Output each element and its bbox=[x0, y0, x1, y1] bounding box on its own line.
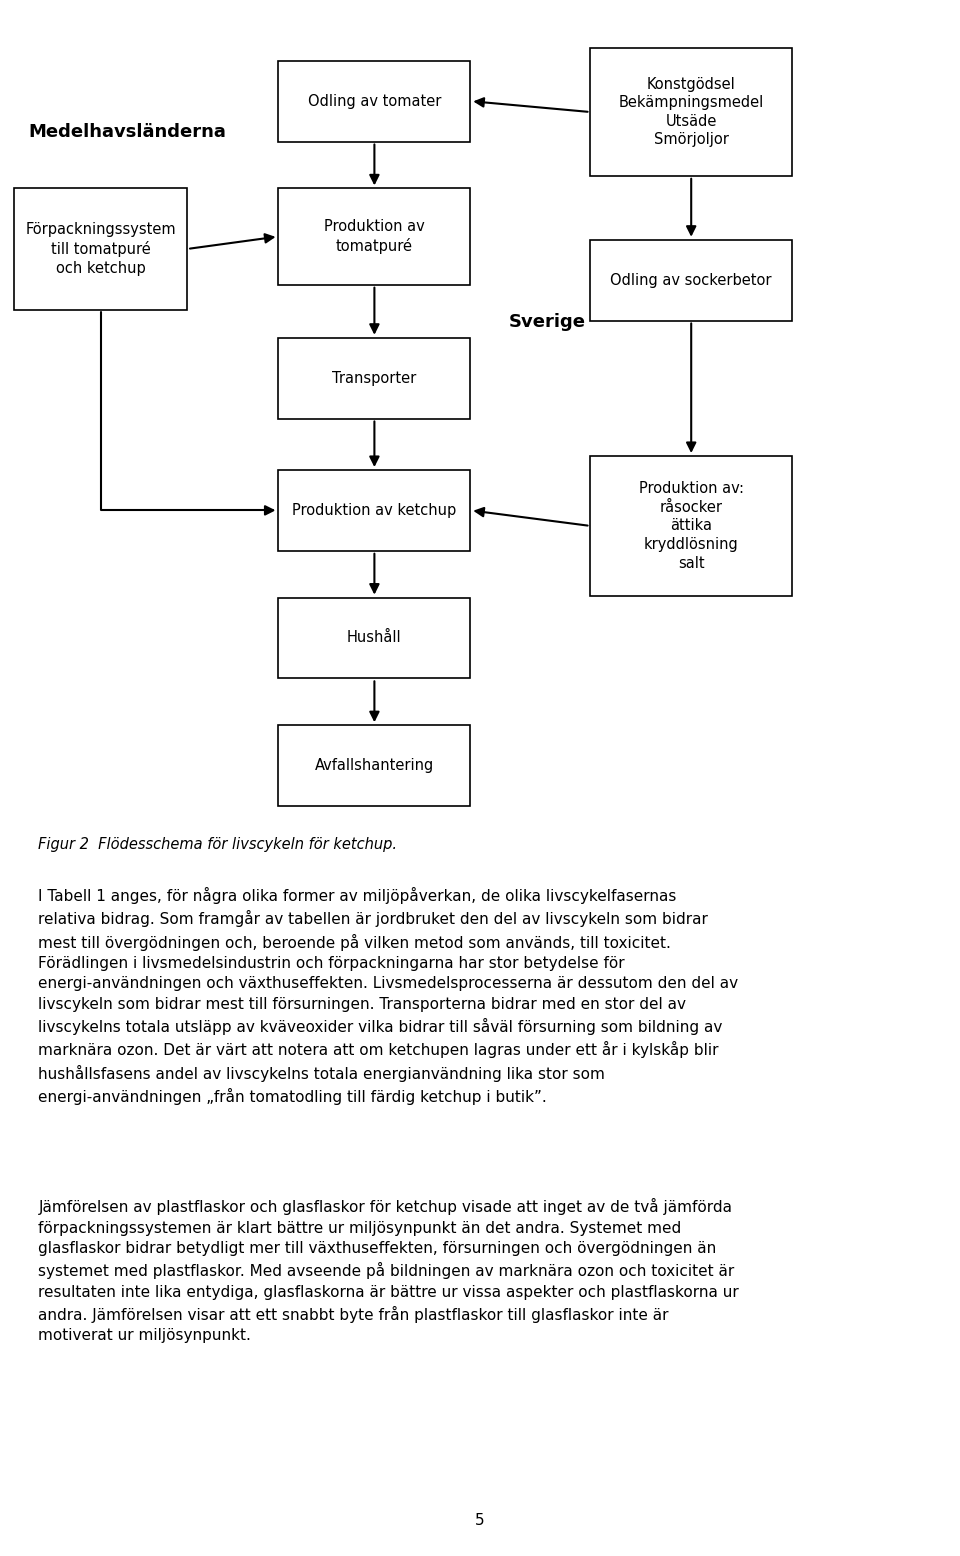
Text: Produktion av
tomatpuré: Produktion av tomatpuré bbox=[324, 219, 424, 254]
Text: 5: 5 bbox=[475, 1512, 485, 1528]
Text: Odling av sockerbetor: Odling av sockerbetor bbox=[611, 272, 772, 288]
Bar bbox=[14, 188, 187, 310]
Text: Jämförelsen av plastflaskor och glasflaskor för ketchup visade att inget av de t: Jämförelsen av plastflaskor och glasflas… bbox=[38, 1198, 739, 1343]
Text: Hushåll: Hushåll bbox=[348, 630, 401, 646]
Text: Odling av tomater: Odling av tomater bbox=[308, 93, 441, 109]
Bar bbox=[278, 598, 470, 678]
Text: Produktion av:
råsocker
ättika
kryddlösning
salt: Produktion av: råsocker ättika kryddlösn… bbox=[638, 481, 744, 571]
Text: Produktion av ketchup: Produktion av ketchup bbox=[292, 503, 457, 518]
Text: Transporter: Transporter bbox=[332, 370, 417, 386]
Bar bbox=[590, 456, 792, 596]
Text: Medelhavsländerna: Medelhavsländerna bbox=[29, 123, 227, 142]
Bar bbox=[278, 61, 470, 142]
Bar bbox=[590, 48, 792, 176]
Text: I Tabell 1 anges, för några olika former av miljöpåverkan, de olika livscykelfas: I Tabell 1 anges, för några olika former… bbox=[38, 887, 738, 1105]
Bar bbox=[590, 240, 792, 321]
Text: Avfallshantering: Avfallshantering bbox=[315, 758, 434, 773]
Bar bbox=[278, 470, 470, 551]
Text: Förpackningssystem
till tomatpuré
och ketchup: Förpackningssystem till tomatpuré och ke… bbox=[26, 223, 176, 275]
Bar bbox=[278, 338, 470, 419]
Text: Sverige: Sverige bbox=[509, 313, 586, 331]
Text: Figur 2  Flödesschema för livscykeln för ketchup.: Figur 2 Flödesschema för livscykeln för … bbox=[38, 837, 397, 853]
Text: Konstgödsel
Bekämpningsmedel
Utsäde
Smörjoljor: Konstgödsel Bekämpningsmedel Utsäde Smör… bbox=[618, 76, 764, 148]
Bar bbox=[278, 188, 470, 285]
Bar bbox=[278, 725, 470, 806]
